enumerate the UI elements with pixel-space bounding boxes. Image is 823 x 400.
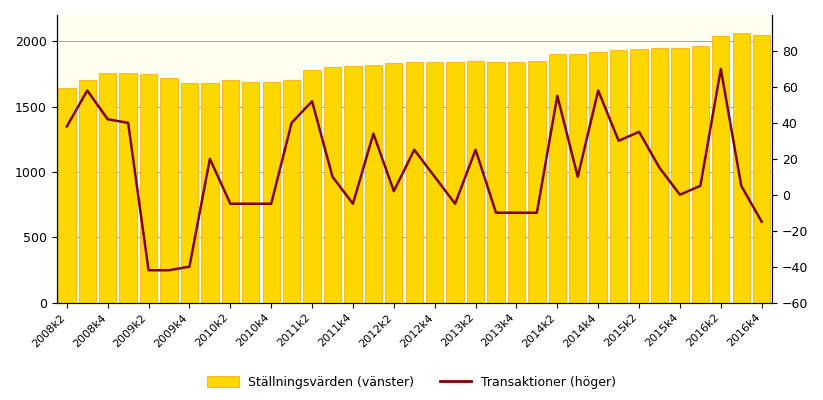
Bar [753, 35, 770, 302]
Bar [610, 50, 627, 302]
Bar [426, 62, 444, 302]
Bar [385, 63, 402, 302]
Legend: Ställningsvärden (vänster), Transaktioner (höger): Ställningsvärden (vänster), Transaktione… [202, 371, 621, 394]
Bar [78, 80, 96, 302]
Bar [467, 61, 484, 302]
Bar [365, 65, 382, 302]
Bar [99, 72, 116, 302]
Bar [672, 48, 689, 302]
Bar [242, 82, 259, 302]
Bar [181, 83, 198, 302]
Bar [283, 80, 300, 302]
Bar [487, 62, 504, 302]
Bar [323, 67, 342, 302]
Bar [119, 72, 137, 302]
Bar [651, 48, 668, 302]
Bar [140, 74, 157, 302]
Bar [201, 83, 219, 302]
Bar [160, 78, 178, 302]
Bar [732, 33, 750, 302]
Bar [528, 61, 546, 302]
Bar [508, 62, 525, 302]
Bar [589, 52, 607, 302]
Bar [712, 36, 729, 302]
Bar [263, 82, 280, 302]
Bar [569, 54, 587, 302]
Bar [344, 66, 361, 302]
Bar [58, 88, 76, 302]
Bar [304, 70, 321, 302]
Bar [630, 49, 648, 302]
Bar [549, 54, 566, 302]
Bar [691, 46, 709, 302]
Bar [446, 62, 464, 302]
Bar [406, 62, 423, 302]
Bar [221, 80, 239, 302]
